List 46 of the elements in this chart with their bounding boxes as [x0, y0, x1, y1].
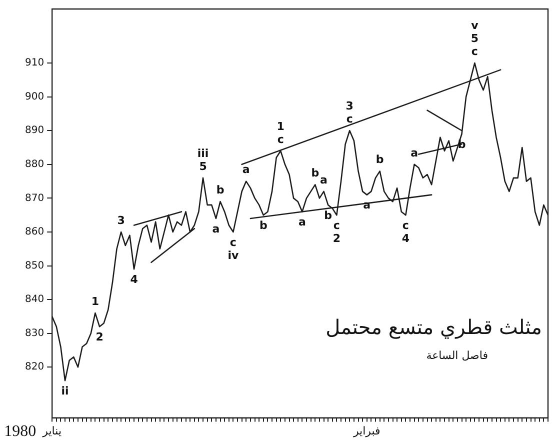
annotation: a [212, 222, 220, 236]
y-tick-label: 840 [24, 294, 44, 306]
text: 1980 [4, 423, 36, 440]
y-tick-label: 860 [24, 226, 44, 238]
x-tick-label: فبراير [352, 424, 380, 438]
annotation: 4 [402, 232, 410, 245]
annotation: c [277, 132, 284, 146]
annotation: a [410, 146, 418, 160]
annotation: 1 [91, 294, 100, 308]
annotation: 1 [276, 120, 284, 133]
annotation: iii [197, 146, 209, 160]
y-tick-label: 850 [24, 260, 44, 272]
annotation: c [230, 236, 236, 249]
annotation: 5 [199, 160, 207, 173]
y-tick-label: 890 [24, 125, 44, 136]
y-tick-label: 910 [24, 58, 44, 69]
annotation: a [242, 163, 250, 176]
y-tick-label: 820 [24, 362, 44, 373]
annotation: ii [61, 384, 69, 398]
annotation: 2 [96, 330, 104, 344]
annotation: b [311, 166, 320, 180]
text: فاصل الساعة [426, 349, 488, 362]
annotation: 3 [117, 214, 125, 227]
x-tick-label: يناير [42, 424, 62, 438]
y-tick-label: 880 [24, 159, 44, 170]
annotation: b [259, 218, 268, 232]
annotation: 2 [332, 232, 341, 245]
annotation: b [216, 183, 224, 196]
annotation: b [458, 138, 466, 151]
annotation: c [333, 218, 340, 232]
annotation: c [402, 218, 409, 232]
annotation: c [471, 44, 478, 58]
annotation: a [298, 216, 306, 229]
y-tick-label: 900 [24, 91, 44, 102]
text: مثلث قطري متسع محتمل [326, 315, 542, 339]
annotation: c [346, 112, 353, 126]
annotation: b [376, 153, 384, 166]
annotation: 4 [130, 273, 138, 286]
annotation: a [320, 173, 328, 186]
annotation: v [471, 18, 480, 32]
annotation: b [324, 208, 332, 222]
y-tick-label: 870 [24, 192, 44, 204]
annotation: 5 [470, 32, 479, 45]
y-tick-label: 830 [24, 328, 44, 339]
annotation: iv [228, 248, 240, 262]
annotation: 3 [346, 99, 354, 112]
